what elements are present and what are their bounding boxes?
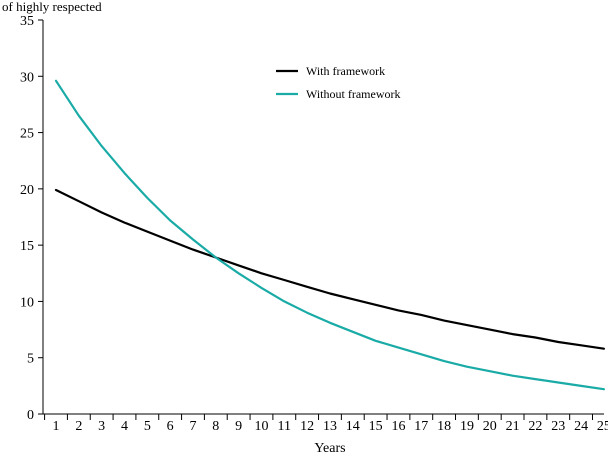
x-tick-label: 3 — [98, 419, 105, 434]
y-tick-label: 5 — [27, 352, 34, 367]
series-line-2 — [54, 79, 605, 391]
x-tick-label: 15 — [369, 419, 383, 434]
x-tick-label: 6 — [167, 419, 174, 434]
x-tick-label: 12 — [300, 419, 314, 434]
x-tick-label: 17 — [414, 419, 428, 434]
y-tick-label: 20 — [20, 183, 34, 198]
x-tick-label: 5 — [144, 419, 151, 434]
x-tick-label: 4 — [121, 419, 128, 434]
y-tick-label: 30 — [20, 70, 34, 85]
x-tick-label: 16 — [391, 419, 405, 434]
x-tick-label: 9 — [235, 419, 242, 434]
x-tick-label: 22 — [528, 419, 542, 434]
x-tick-label: 13 — [323, 419, 337, 434]
y-tick-label: 15 — [20, 239, 34, 254]
x-tick-label: 10 — [254, 419, 268, 434]
x-tick-label: 19 — [460, 419, 474, 434]
x-tick-label: 21 — [506, 419, 520, 434]
y-tick-label: 35 — [20, 14, 34, 29]
x-tick-label: 20 — [483, 419, 497, 434]
chart-top-label: of highly respected — [2, 0, 102, 14]
y-tick-label: 0 — [27, 408, 34, 423]
x-tick-label: 8 — [212, 419, 219, 434]
x-tick-label: 25 — [597, 419, 608, 434]
x-tick-label: 23 — [551, 419, 565, 434]
series-line-1 — [54, 188, 605, 350]
y-tick-label: 10 — [20, 295, 34, 310]
x-tick-label: 24 — [574, 419, 588, 434]
legend-label-2: Without framework — [306, 87, 401, 101]
series-lines — [54, 79, 605, 391]
x-tick-label: 14 — [346, 419, 360, 434]
x-tick-label: 7 — [189, 419, 196, 434]
y-tick-label: 25 — [20, 127, 34, 142]
x-tick-label: 11 — [278, 419, 291, 434]
x-tick-label: 2 — [75, 419, 82, 434]
x-tick-label: 18 — [437, 419, 451, 434]
x-tick-label: 1 — [53, 419, 60, 434]
legend-label-1: With framework — [306, 64, 385, 78]
x-axis-title: Years — [314, 441, 345, 456]
legend: With framework Without framework — [276, 64, 401, 101]
